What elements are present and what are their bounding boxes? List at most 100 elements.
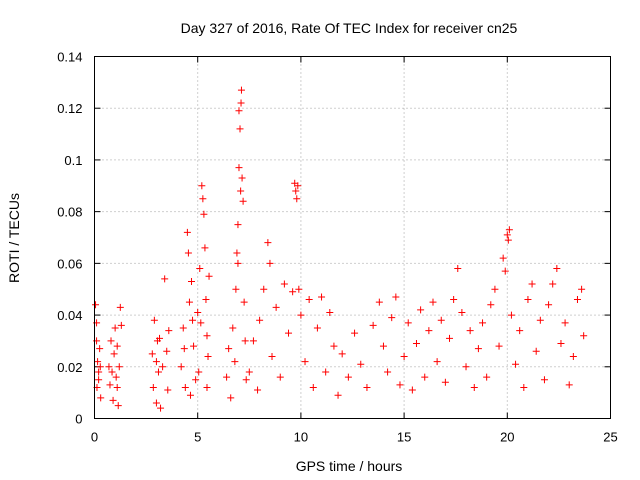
data-point [236, 125, 244, 133]
data-point [113, 383, 121, 391]
data-point [229, 324, 237, 332]
data-point [179, 324, 187, 332]
data-point [318, 293, 326, 301]
data-point [200, 210, 208, 218]
data-point [338, 350, 346, 358]
x-axis-label: GPS time / hours [296, 458, 403, 474]
x-tick-labels: 0 5 10 15 20 25 [91, 430, 618, 445]
data-point [249, 337, 257, 345]
data-point [109, 396, 117, 404]
y-tick-label: 0.14 [57, 50, 82, 65]
data-point [499, 254, 507, 262]
data-point [437, 316, 445, 324]
data-point [149, 383, 157, 391]
y-tick-label: 0.06 [57, 256, 82, 271]
data-point [528, 280, 536, 288]
data-point [195, 368, 203, 376]
data-point [163, 347, 171, 355]
data-point [462, 363, 470, 371]
data-point [503, 231, 511, 239]
data-point [264, 239, 272, 247]
data-point [114, 402, 122, 410]
data-point [161, 275, 169, 283]
data-point [260, 285, 268, 293]
data-point [199, 195, 207, 203]
data-point [231, 358, 239, 366]
data-point [225, 345, 233, 353]
data-point [450, 296, 458, 304]
data-point [483, 373, 491, 381]
data-point [400, 352, 408, 360]
data-point [565, 381, 573, 389]
data-point [294, 182, 302, 190]
data-point [196, 265, 204, 273]
data-point [549, 280, 557, 288]
data-point [580, 332, 588, 340]
data-point [578, 285, 586, 293]
data-point [256, 316, 264, 324]
data-point [458, 308, 466, 316]
data-point [223, 373, 231, 381]
data-point [203, 332, 211, 340]
data-point [110, 350, 118, 358]
data-point [289, 288, 297, 296]
data-point [111, 324, 119, 332]
data-point [388, 314, 396, 322]
data-point [164, 386, 172, 394]
data-point [569, 352, 577, 360]
data-point [305, 296, 313, 304]
data-point [106, 381, 114, 389]
data-point [190, 342, 198, 350]
data-point [152, 399, 160, 407]
data-point [301, 358, 309, 366]
data-point [97, 394, 105, 402]
y-tick-label: 0 [75, 412, 82, 427]
data-point [280, 280, 288, 288]
data-point [326, 308, 334, 316]
data-point [156, 334, 164, 342]
data-point [242, 376, 250, 384]
data-point [466, 327, 474, 335]
data-point [507, 311, 515, 319]
data-point [524, 296, 532, 304]
data-point [152, 358, 160, 366]
data-point [404, 319, 412, 327]
data-point [192, 376, 200, 384]
data-point [96, 345, 104, 353]
data-point [237, 86, 245, 94]
data-point [234, 221, 242, 229]
data-point [561, 319, 569, 327]
data-point [501, 267, 509, 275]
data-point [95, 368, 103, 376]
data-point [180, 345, 188, 353]
data-point [357, 360, 365, 368]
data-point [117, 321, 125, 329]
x-tick-label: 5 [194, 430, 201, 445]
data-point [184, 249, 192, 257]
data-point [545, 301, 553, 309]
data-point [186, 391, 194, 399]
data-point [105, 363, 113, 371]
grid [94, 56, 611, 419]
data-point [309, 383, 317, 391]
data-point [157, 404, 165, 412]
data-point [330, 342, 338, 350]
data-point [189, 316, 197, 324]
data-point [429, 298, 437, 306]
x-tick-label: 25 [603, 430, 617, 445]
data-point [344, 373, 352, 381]
data-point [198, 182, 206, 190]
data-points [92, 86, 588, 412]
x-tick-label: 20 [500, 430, 514, 445]
y-tick-label: 0.08 [57, 205, 82, 220]
data-point [421, 373, 429, 381]
data-point [512, 360, 520, 368]
data-point [491, 285, 499, 293]
x-tick-label: 10 [294, 430, 308, 445]
data-point [177, 363, 185, 371]
axis-ticks [94, 56, 611, 419]
y-tick-label: 0.12 [57, 101, 82, 116]
data-point [351, 329, 359, 337]
data-point [237, 187, 245, 195]
data-point [412, 340, 420, 348]
